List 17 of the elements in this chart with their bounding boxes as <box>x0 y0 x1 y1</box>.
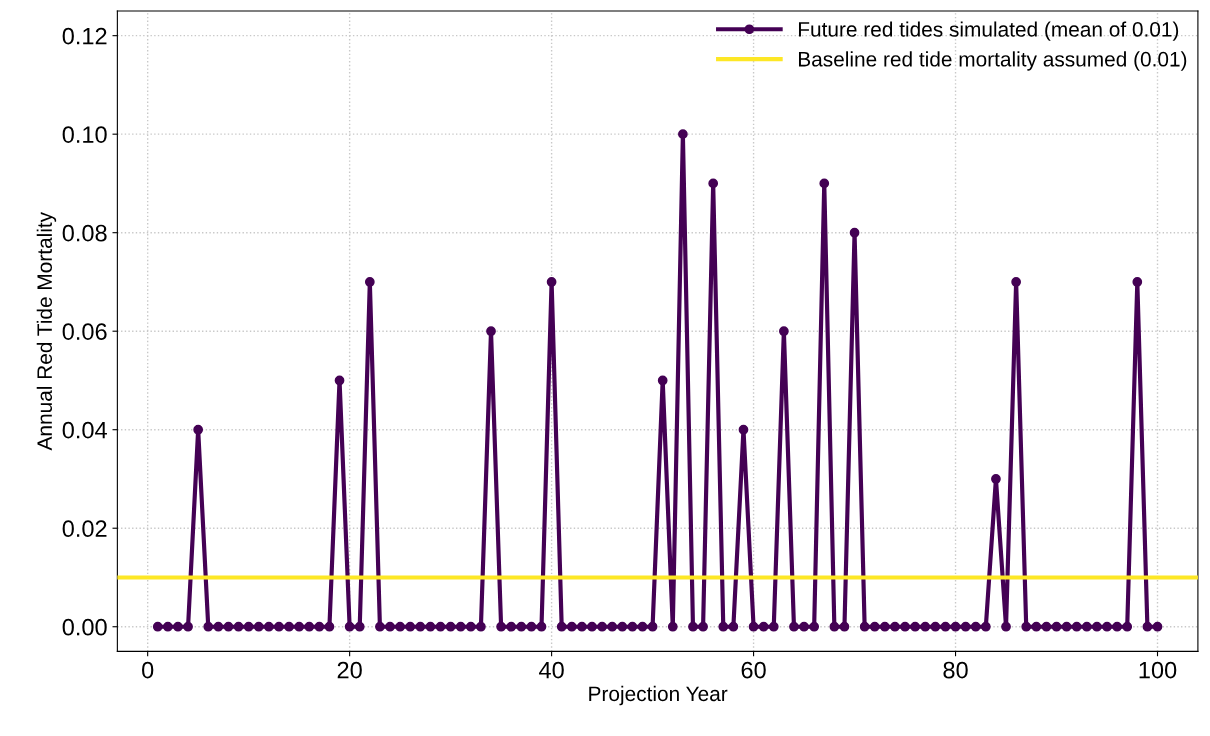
x-tick-label: 100 <box>1139 661 1177 679</box>
x-tick-label: 40 <box>539 661 564 679</box>
y-tick-label: 0.08 <box>62 224 107 242</box>
y-tick-label: 0.06 <box>62 323 107 340</box>
y-tick-label: 0.10 <box>62 126 107 143</box>
y-tick-label: 0.02 <box>62 520 107 538</box>
legend-label: Baseline red tide mortality assumed (0.01) <box>798 51 1187 71</box>
x-tick-label: 80 <box>943 661 968 679</box>
y-tick-label: 0.12 <box>62 27 107 45</box>
x-axis-title: Projection Year <box>589 685 728 706</box>
y-axis-title: Annual Red Tide Mortality <box>36 211 57 451</box>
y-tick-label: 0.04 <box>62 421 107 439</box>
x-tick-label: 0 <box>142 661 154 679</box>
legend-label: Future red tides simulated (mean of 0.01) <box>798 21 1179 41</box>
x-tick-label: 20 <box>337 661 362 679</box>
x-tick-label: 60 <box>741 661 766 679</box>
y-tick-label: 0.00 <box>62 618 107 636</box>
